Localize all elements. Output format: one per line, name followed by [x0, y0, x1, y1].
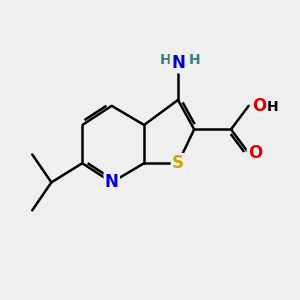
Text: H: H: [267, 100, 278, 114]
Text: O: O: [248, 144, 262, 162]
Text: O: O: [252, 97, 266, 115]
Text: H: H: [188, 53, 200, 67]
Text: N: N: [105, 173, 119, 191]
Text: S: S: [172, 154, 184, 172]
Text: H: H: [160, 52, 171, 67]
Text: N: N: [171, 54, 185, 72]
